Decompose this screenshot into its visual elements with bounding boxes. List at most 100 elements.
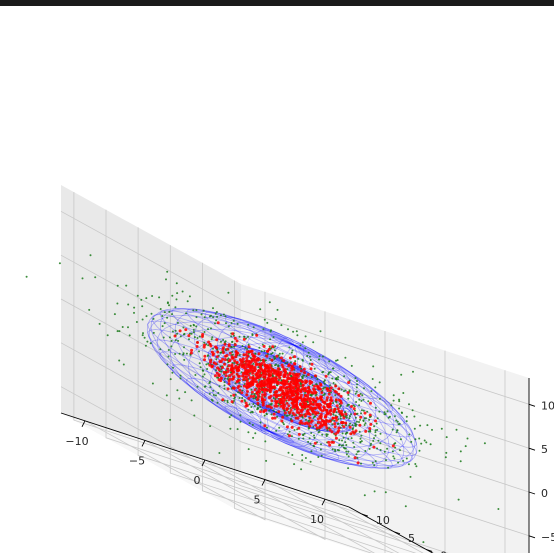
outer-points-point xyxy=(405,420,408,423)
inner-points-point xyxy=(299,419,303,423)
inner-points-point xyxy=(232,393,236,397)
outer-points-point xyxy=(273,355,276,358)
outer-points-point xyxy=(353,446,356,448)
outer-points-point xyxy=(247,335,249,338)
outer-points-point xyxy=(396,420,399,423)
outer-points-point xyxy=(348,379,351,382)
inner-points-point xyxy=(243,375,247,379)
inner-points-point xyxy=(200,335,204,338)
outer-points-point xyxy=(386,447,389,450)
outer-points-point xyxy=(378,381,381,384)
outer-points-point xyxy=(302,374,305,377)
inner-points-point xyxy=(307,386,311,389)
inner-points-point xyxy=(285,425,289,429)
outer-ellipsoid-parallel xyxy=(224,405,318,453)
inner-points-point xyxy=(330,440,334,444)
inner-points-point xyxy=(344,421,348,425)
inner-points-point xyxy=(303,387,306,391)
outer-points-point xyxy=(195,316,198,319)
outer-points-point xyxy=(233,397,236,400)
outer-points-point xyxy=(360,412,362,415)
outer-points-point xyxy=(372,439,375,442)
outer-points-point xyxy=(301,459,304,462)
outer-points-point xyxy=(284,362,287,365)
outer-points-point xyxy=(379,442,382,445)
inner-points-point xyxy=(262,383,266,387)
inner-points-point xyxy=(308,416,312,420)
outer-points-point xyxy=(291,349,294,352)
inner-points-point xyxy=(257,352,261,356)
inner-points-point xyxy=(349,432,353,436)
outer-points-point xyxy=(331,448,334,451)
outer-points-point xyxy=(398,400,401,403)
outer-points-point xyxy=(223,381,226,384)
outer-points-point xyxy=(251,334,254,337)
outer-points-point xyxy=(310,432,313,434)
inner-points-point xyxy=(275,400,279,404)
outer-points-point xyxy=(170,345,173,348)
outer-points-point xyxy=(340,444,343,447)
inner-points-point xyxy=(226,347,229,351)
outer-points-point xyxy=(260,350,263,353)
outer-points-point xyxy=(159,308,162,310)
inner-points-point xyxy=(279,370,283,374)
z-tick-mark xyxy=(528,403,536,407)
outer-points-point xyxy=(483,442,486,445)
inner-points-point xyxy=(236,366,240,370)
inner-points-point xyxy=(357,394,361,397)
inner-points-point xyxy=(303,422,307,426)
outer-points-point xyxy=(304,347,307,350)
outer-points-point xyxy=(350,437,353,440)
window-top-bar xyxy=(0,0,554,6)
outer-points-point xyxy=(335,359,337,362)
outer-points-point xyxy=(127,326,129,329)
z-tick-label: 10 xyxy=(541,399,554,412)
inner-points-point xyxy=(250,358,254,362)
inner-points-point xyxy=(259,384,263,388)
inner-points-point xyxy=(329,386,333,390)
inner-points-point xyxy=(298,414,302,418)
inner-ellipsoid-meridian xyxy=(255,364,289,413)
scatter-points xyxy=(25,254,500,544)
inner-points-point xyxy=(209,360,212,364)
outer-points-point xyxy=(230,394,232,397)
inner-points-point xyxy=(232,375,236,379)
outer-points-point xyxy=(195,325,198,328)
outer-points-point xyxy=(331,377,334,380)
inner-points-point xyxy=(255,362,259,366)
grid-line-z xyxy=(60,298,530,493)
outer-points-point xyxy=(363,387,365,390)
outer-points-point xyxy=(248,422,251,425)
outer-points-point xyxy=(392,394,395,397)
outer-points-point xyxy=(163,311,166,314)
inner-points-point xyxy=(213,374,217,378)
outer-points-point xyxy=(394,446,397,449)
outer-points-point xyxy=(189,332,191,335)
outer-points-point xyxy=(347,403,350,406)
inner-points-point xyxy=(322,406,326,410)
outer-points-point xyxy=(345,450,348,453)
inner-points-point xyxy=(235,339,239,343)
inner-points-point xyxy=(248,376,252,380)
outer-points-point xyxy=(151,295,154,297)
outer-points-point xyxy=(223,387,226,390)
outer-points-point xyxy=(309,359,312,361)
outer-points-point xyxy=(146,340,149,343)
inner-points-point xyxy=(215,355,219,359)
inner-points-point xyxy=(285,407,289,411)
outer-points-point xyxy=(391,450,394,453)
inner-points-point xyxy=(280,356,283,360)
outer-ellipsoid-meridian xyxy=(269,344,390,466)
inner-points-point xyxy=(255,376,259,380)
outer-points-point xyxy=(377,439,380,442)
outer-points-point xyxy=(368,418,371,421)
outer-points-point xyxy=(194,374,197,376)
inner-points-point xyxy=(271,385,275,389)
outer-points-point xyxy=(304,457,307,459)
inner-points-point xyxy=(278,401,282,405)
outer-points-point xyxy=(158,296,161,299)
outer-points-point xyxy=(290,351,293,354)
outer-points-point xyxy=(374,431,377,434)
outer-points-point xyxy=(291,454,294,456)
inner-points-point xyxy=(324,374,328,378)
